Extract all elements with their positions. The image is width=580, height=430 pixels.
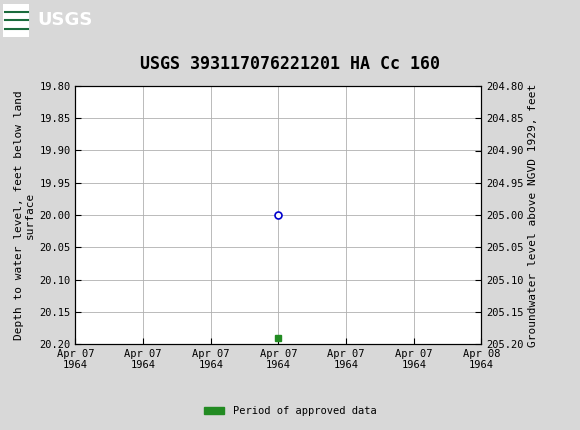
FancyBboxPatch shape [3,4,29,37]
Legend: Period of approved data: Period of approved data [200,402,380,421]
Text: USGS: USGS [38,12,93,29]
Text: USGS 393117076221201 HA Cc 160: USGS 393117076221201 HA Cc 160 [140,55,440,73]
Y-axis label: Groundwater level above NGVD 1929, feet: Groundwater level above NGVD 1929, feet [528,83,538,347]
Y-axis label: Depth to water level, feet below land
surface: Depth to water level, feet below land su… [13,90,35,340]
